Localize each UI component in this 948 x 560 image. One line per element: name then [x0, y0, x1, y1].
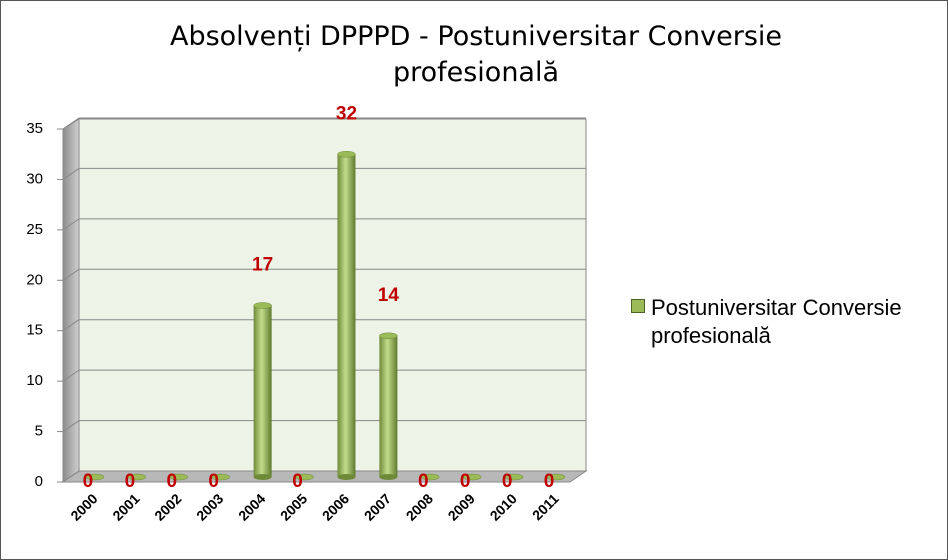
y-tick-label: 15 [26, 322, 43, 339]
value-label: 0 [502, 471, 513, 492]
value-label: 32 [336, 103, 357, 124]
bar [379, 335, 398, 477]
legend-swatch [631, 299, 645, 313]
grid-line [62, 319, 80, 332]
grid-line [62, 168, 80, 180]
bar-top [546, 473, 566, 481]
grid-line [62, 117, 80, 130]
x-tick-label: 2001 [109, 490, 142, 523]
bar-base [253, 474, 272, 480]
bar-top [169, 473, 189, 481]
bar-top [253, 302, 272, 309]
y-tick-label: 25 [26, 221, 43, 238]
y-tick-label: 30 [26, 170, 43, 187]
x-tick-label: 2005 [277, 490, 310, 523]
chart-title: Absolvenți DPPPD - Postuniversitar Conve… [169, 21, 783, 88]
x-tick-label: 2009 [445, 490, 478, 523]
x-tick-label: 2011 [529, 490, 562, 523]
x-tick-label: 2004 [235, 490, 268, 523]
value-label: 14 [378, 285, 400, 306]
value-label: 0 [418, 471, 429, 492]
grid-line [62, 218, 80, 231]
value-label: 17 [252, 255, 273, 276]
grid-line [62, 470, 80, 483]
bar-top [211, 473, 230, 481]
bar-top [85, 473, 105, 481]
grid-line [62, 420, 80, 432]
bar [337, 154, 356, 477]
bar [253, 305, 272, 477]
value-label: 0 [460, 471, 471, 492]
bar-base [337, 474, 356, 480]
x-tick-label: 2002 [151, 490, 184, 523]
y-tick-label: 10 [26, 372, 43, 389]
x-tick-label: 2010 [487, 490, 520, 523]
y-tick-label: 5 [35, 423, 43, 440]
grid-line [62, 268, 80, 281]
x-tick-label: 2003 [193, 490, 226, 523]
value-label: 0 [83, 471, 94, 492]
value-label: 0 [544, 471, 555, 492]
y-tick-label: 20 [26, 271, 43, 288]
back-wall [78, 118, 587, 472]
x-tick-label: 2007 [361, 490, 394, 523]
bar-top [127, 473, 147, 481]
legend-label: Postuniversitar Conversie profesională [651, 295, 902, 348]
value-label: 0 [292, 471, 303, 492]
value-label: 0 [167, 471, 178, 492]
x-tick-label: 2008 [403, 490, 436, 523]
x-tick-label: 2006 [319, 490, 352, 523]
bar-base [379, 474, 398, 480]
value-label: 0 [208, 471, 219, 492]
bar-top [504, 473, 524, 481]
bar-top [295, 473, 314, 481]
legend: Postuniversitar Conversie profesională [631, 294, 941, 350]
grid-line [62, 369, 80, 382]
bar-top [337, 151, 356, 158]
x-tick-label: 2000 [67, 490, 100, 523]
bar-top [462, 473, 482, 481]
y-tick-label: 0 [35, 473, 43, 490]
bar-top [421, 473, 440, 481]
y-tick-label: 35 [26, 120, 43, 137]
bar-top [379, 332, 398, 340]
value-label: 0 [125, 471, 136, 492]
